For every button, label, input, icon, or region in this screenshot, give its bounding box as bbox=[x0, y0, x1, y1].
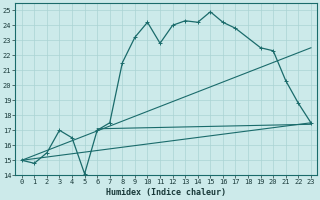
X-axis label: Humidex (Indice chaleur): Humidex (Indice chaleur) bbox=[106, 188, 226, 197]
